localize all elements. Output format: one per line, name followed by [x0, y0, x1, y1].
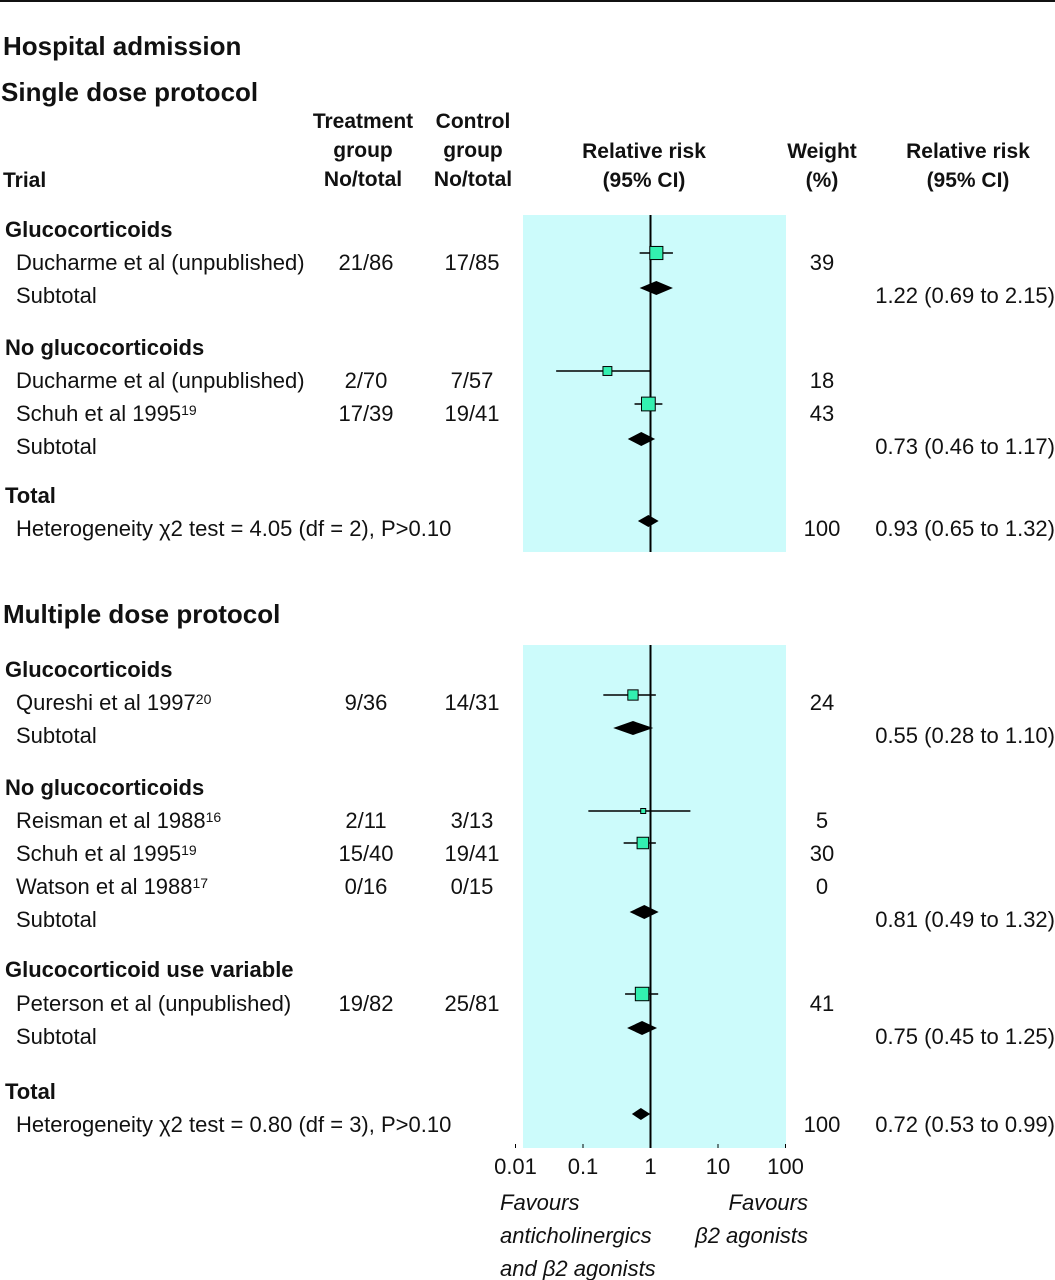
study-box [634, 986, 650, 1002]
pooled-diamond [627, 1021, 658, 1035]
treatment-count: 2/11 [345, 808, 387, 833]
group-label: No glucocorticoids [5, 775, 205, 800]
subtotal-label: Subtotal [16, 283, 97, 308]
x-tick-label: 0.1 [567, 1154, 599, 1179]
plot-panel-single [523, 215, 786, 552]
study-name: Qureshi et al 199720 [16, 690, 212, 715]
group-label: Total [5, 483, 56, 508]
pooled-diamond [613, 721, 654, 735]
weight-value: 100 [803, 1112, 841, 1137]
reference-number: 17 [192, 875, 209, 891]
reference-number: 19 [181, 842, 197, 858]
relative-risk-ci: 1.22 (0.69 to 2.15) [875, 283, 1055, 308]
study-box [636, 836, 650, 850]
heterogeneity-label: Heterogeneity χ2 test = 0.80 (df = 3), P… [16, 1112, 452, 1137]
favours-left-label: Favours anticholinergics and β2 agonists [500, 1190, 656, 1280]
treatment-count: 21/86 [338, 250, 394, 275]
control-count: 17/85 [444, 250, 500, 275]
weight-value: 30 [809, 841, 835, 866]
relative-risk-ci: 0.81 (0.49 to 1.32) [875, 907, 1055, 932]
heterogeneity-label: Heterogeneity χ2 test = 4.05 (df = 2), P… [16, 516, 452, 541]
pooled-diamond [629, 905, 659, 919]
study-box [640, 396, 656, 412]
group-label: Total [5, 1079, 56, 1104]
study-box [649, 245, 664, 261]
subtotal-label: Subtotal [16, 723, 97, 748]
weight-value: 18 [809, 368, 835, 393]
control-count: 25/81 [444, 991, 500, 1016]
control-count: 3/13 [450, 808, 494, 833]
x-tick-label: 0.01 [494, 1154, 537, 1179]
control-count: 0/15 [450, 874, 494, 899]
control-count: 19/41 [444, 841, 500, 866]
weight-value: 39 [809, 250, 835, 275]
study-box [627, 689, 639, 701]
treatment-count: 2/70 [344, 368, 388, 393]
pooled-diamond [627, 432, 656, 446]
subtotal-label: Subtotal [16, 907, 97, 932]
control-count: 7/57 [450, 368, 494, 393]
weight-value: 41 [809, 991, 835, 1016]
treatment-count: 17/39 [338, 401, 394, 426]
treatment-count: 0/16 [344, 874, 388, 899]
x-tick-label: 100 [767, 1154, 804, 1179]
protocol-title-multiple: Multiple dose protocol [3, 599, 281, 629]
study-name: Watson et al 198817 [16, 874, 209, 899]
study-name: Reisman et al 198816 [16, 808, 222, 833]
control-count: 19/41 [444, 401, 500, 426]
x-tick-label: 10 [705, 1154, 731, 1179]
relative-risk-ci: 0.55 (0.28 to 1.10) [875, 723, 1055, 748]
header-relative-risk-plot: Relative risk (95% CI) [582, 140, 706, 192]
study-box [602, 366, 613, 376]
group-label: Glucocorticoids [5, 217, 173, 242]
weight-value: 0 [815, 874, 829, 899]
group-label: Glucocorticoids [5, 657, 173, 682]
x-tick-label: 1 [644, 1154, 657, 1179]
treatment-count: 15/40 [338, 841, 394, 866]
study-name: Ducharme et al (unpublished) [16, 368, 305, 393]
protocol-title-single: Single dose protocol [1, 77, 259, 107]
study-name: Peterson et al (unpublished) [16, 991, 292, 1016]
weight-value: 100 [803, 516, 841, 541]
group-label: Glucocorticoid use variable [5, 957, 294, 982]
study-box [640, 808, 647, 814]
plot-panel-multiple [523, 645, 786, 1148]
header-treatment: Treatment group No/total [312, 110, 414, 191]
header-weight: Weight (%) [787, 140, 857, 192]
favours-right-label: Favours β2 agonists [695, 1190, 808, 1248]
reference-number: 19 [181, 402, 197, 418]
pooled-diamond [631, 1108, 651, 1120]
treatment-count: 19/82 [338, 991, 394, 1016]
relative-risk-ci: 0.75 (0.45 to 1.25) [875, 1024, 1055, 1049]
figure-title: Hospital admission [3, 31, 242, 61]
relative-risk-ci: 0.72 (0.53 to 0.99) [875, 1112, 1055, 1137]
weight-value: 5 [815, 808, 829, 833]
study-name: Ducharme et al (unpublished) [16, 250, 305, 275]
pooled-diamond [637, 515, 659, 527]
subtotal-label: Subtotal [16, 1024, 97, 1049]
treatment-count: 9/36 [344, 690, 388, 715]
relative-risk-ci: 0.73 (0.46 to 1.17) [875, 434, 1055, 459]
reference-number: 16 [205, 809, 222, 825]
relative-risk-ci: 0.93 (0.65 to 1.32) [875, 516, 1055, 541]
weight-value: 43 [809, 401, 835, 426]
group-label: No glucocorticoids [5, 335, 205, 360]
header-control: Control group No/total [433, 110, 513, 191]
header-trial: Trial [3, 169, 47, 192]
reference-number: 20 [195, 691, 212, 707]
subtotal-label: Subtotal [16, 434, 97, 459]
study-name: Schuh et al 199519 [16, 841, 197, 866]
weight-value: 24 [809, 690, 835, 715]
study-name: Schuh et al 199519 [16, 401, 197, 426]
control-count: 14/31 [444, 690, 500, 715]
top-rule [0, 0, 1055, 2]
header-relative-risk-text: Relative risk (95% CI) [906, 140, 1030, 192]
pooled-diamond [639, 281, 673, 295]
